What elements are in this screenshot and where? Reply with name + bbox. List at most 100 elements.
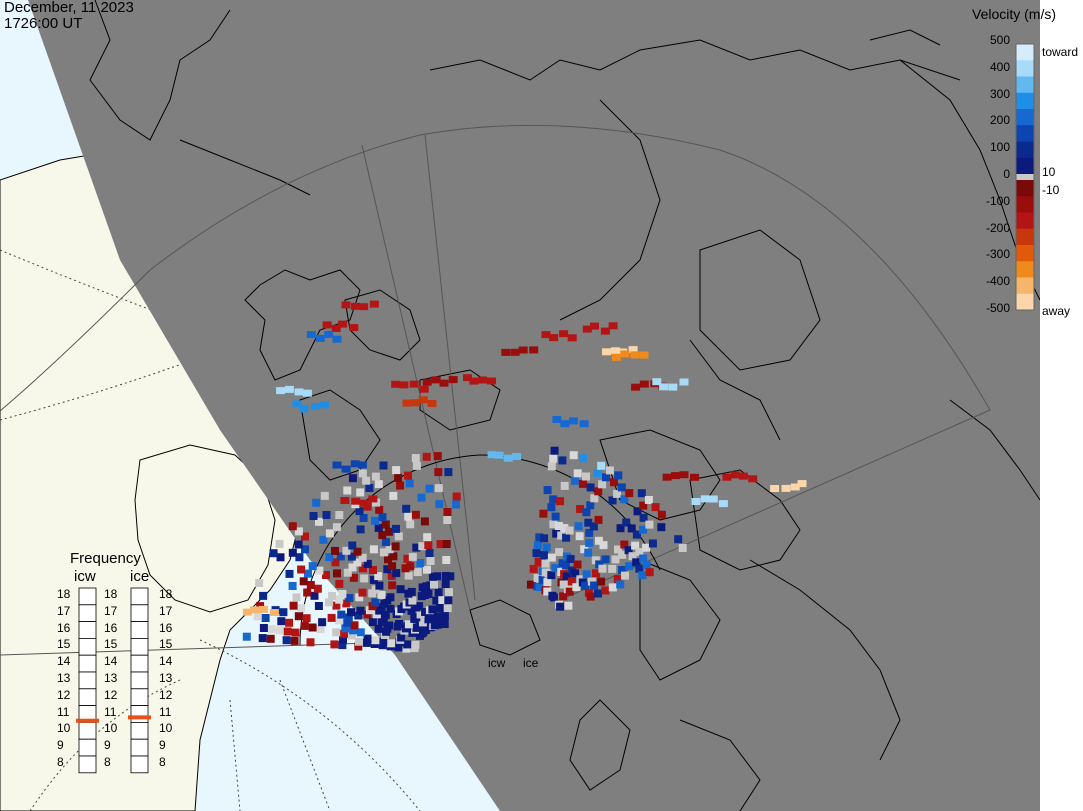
velocity-cell <box>547 503 556 512</box>
velocity-cell <box>342 599 351 608</box>
velocity-cell <box>452 492 461 501</box>
velocity-cell <box>369 300 379 308</box>
velocity-cell <box>575 532 584 541</box>
velocity-cell <box>781 484 791 492</box>
frequency-level-label: 10 <box>104 721 118 736</box>
velocity-cell <box>438 596 447 604</box>
frequency-col-icw: icw <box>74 568 96 585</box>
velocity-cell <box>542 543 551 552</box>
velocity-cell <box>404 571 413 580</box>
velocity-cell <box>391 380 401 388</box>
velocity-cell <box>350 621 359 630</box>
velocity-cell <box>631 541 640 550</box>
velocity-cell <box>295 553 304 562</box>
colorbar-title: Velocity (m/s) <box>972 6 1057 22</box>
velocity-cell <box>300 621 309 630</box>
velocity-cell <box>359 499 369 507</box>
velocity-cell <box>605 466 614 475</box>
velocity-cell <box>428 572 437 581</box>
velocity-cell <box>590 322 599 330</box>
velocity-cell <box>350 460 360 468</box>
velocity-cell <box>402 644 411 653</box>
velocity-cell <box>332 523 341 532</box>
velocity-cell <box>579 454 587 463</box>
velocity-cell <box>593 469 602 477</box>
velocity-cell <box>389 491 398 500</box>
colorbar-swatch <box>1016 125 1034 142</box>
colorbar-frame <box>1015 43 1035 311</box>
velocity-cell <box>332 335 342 343</box>
velocity-cell <box>325 553 334 562</box>
velocity-cell <box>388 581 397 590</box>
night-region <box>28 0 1040 811</box>
velocity-cell <box>306 331 316 338</box>
colorbar-zero-swatch <box>1016 174 1034 180</box>
velocity-cell <box>416 559 425 567</box>
velocity-cell <box>378 531 387 539</box>
velocity-cell <box>585 528 594 537</box>
velocity-cell <box>622 518 631 527</box>
frequency-cell-ice <box>130 621 149 639</box>
velocity-cell <box>635 564 644 573</box>
velocity-cell <box>362 638 371 647</box>
velocity-cell <box>310 591 319 600</box>
velocity-cell <box>582 570 591 579</box>
velocity-cell <box>559 580 568 589</box>
velocity-cell <box>620 540 629 549</box>
velocity-cell <box>627 524 636 533</box>
velocity-cell <box>406 520 415 529</box>
velocity-cell <box>431 376 441 384</box>
frequency-level-label: 14 <box>57 654 71 669</box>
velocity-cell <box>558 456 567 465</box>
velocity-cell <box>354 637 363 646</box>
velocity-cell <box>559 592 568 601</box>
colorbar-swatch <box>1016 76 1034 94</box>
velocity-cell <box>407 587 416 596</box>
velocity-cell <box>386 593 395 602</box>
velocity-cell <box>452 500 460 509</box>
velocity-cell <box>388 562 397 571</box>
velocity-cell <box>620 350 630 358</box>
velocity-cell <box>608 583 617 592</box>
velocity-cell <box>314 602 323 610</box>
velocity-cell <box>445 588 453 597</box>
velocity-cell <box>340 629 348 638</box>
velocity-cell <box>308 623 317 632</box>
frequency-level-label: 8 <box>104 755 111 769</box>
frequency-level-label: 13 <box>159 671 173 685</box>
colorbar-tick-label: 100 <box>989 140 1010 155</box>
colorbar-swatch <box>1016 109 1034 126</box>
velocity-cell <box>590 494 599 503</box>
velocity-cell <box>385 527 394 536</box>
frequency-level-label: 11 <box>159 704 172 719</box>
velocity-cell <box>430 613 439 622</box>
velocity-cell <box>415 602 424 611</box>
velocity-cell <box>297 565 306 574</box>
velocity-cell <box>518 346 528 354</box>
velocity-cell <box>407 606 416 615</box>
velocity-cell <box>385 545 394 554</box>
velocity-cell <box>327 613 336 622</box>
velocity-cell <box>288 522 297 531</box>
velocity-cell <box>494 451 504 459</box>
velocity-cell <box>639 513 648 522</box>
velocity-cell <box>614 471 623 480</box>
velocity-cell <box>541 331 551 339</box>
velocity-cell <box>358 564 367 573</box>
velocity-cell <box>529 346 539 354</box>
velocity-cell <box>547 553 556 562</box>
velocity-cell <box>365 484 374 492</box>
velocity-cell <box>556 602 565 611</box>
velocity-cell <box>421 608 430 616</box>
velocity-cell <box>381 520 390 529</box>
velocity-cell <box>424 541 433 550</box>
velocity-cell <box>569 451 578 460</box>
velocity-cell <box>332 461 342 469</box>
velocity-cell <box>512 453 522 460</box>
velocity-cell <box>503 454 513 462</box>
velocity-cell <box>594 487 603 496</box>
frequency-level-label: 16 <box>159 620 173 635</box>
frequency-level-label: 17 <box>104 603 118 618</box>
colorbar-swatch <box>1016 261 1034 278</box>
velocity-cell <box>401 564 410 573</box>
